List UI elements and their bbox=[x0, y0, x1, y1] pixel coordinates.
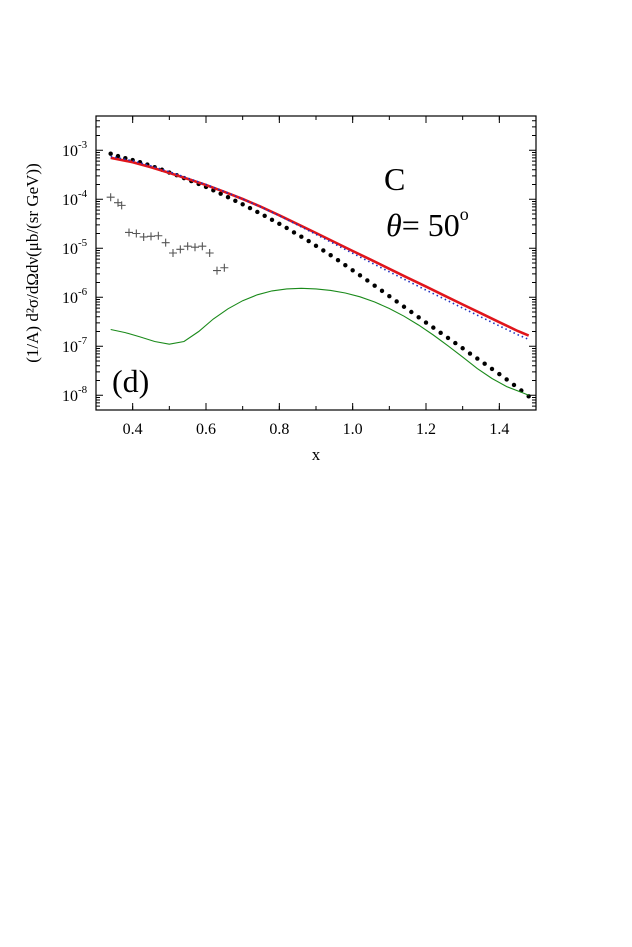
angle-value: = 50 bbox=[402, 207, 460, 243]
data-point-cross bbox=[147, 232, 155, 241]
data-point-cross bbox=[213, 266, 221, 275]
data-point-dot bbox=[269, 217, 275, 223]
x-tick-label: 0.8 bbox=[269, 421, 289, 438]
y-tick-exp: -4 bbox=[78, 188, 88, 200]
y-tick-exp: -6 bbox=[78, 286, 88, 298]
data-point-dot bbox=[409, 309, 414, 315]
panel-label: (d) bbox=[112, 363, 149, 399]
series-line-dotted bbox=[110, 155, 530, 341]
data-point-dot bbox=[460, 346, 465, 351]
y-tick-label: 10-8 bbox=[62, 384, 88, 405]
axis-ticks bbox=[95, 115, 537, 411]
target-label: C bbox=[384, 161, 405, 197]
y-tick-exp: -5 bbox=[78, 237, 88, 249]
data-point-dot bbox=[328, 253, 333, 258]
data-point-cross bbox=[220, 263, 229, 272]
data-point-dot bbox=[431, 325, 436, 330]
y-tick-exp: -7 bbox=[78, 335, 88, 347]
y-axis-title: (1/A) d²σ/dΩdν(μb/(sr GeV)) bbox=[23, 163, 42, 362]
data-point-dot bbox=[511, 382, 517, 388]
x-axis-title: x bbox=[312, 445, 321, 464]
data-point-dot bbox=[255, 209, 260, 215]
data-point-dot bbox=[240, 202, 245, 207]
data-point-cross bbox=[198, 242, 207, 251]
plot-frame bbox=[95, 115, 537, 411]
y-tick-base: 10 bbox=[62, 290, 78, 307]
x-tick-label: 1.4 bbox=[489, 421, 509, 438]
data-point-dot bbox=[291, 230, 297, 235]
data-point-dot bbox=[379, 288, 385, 294]
y-tick-exp: -3 bbox=[78, 139, 88, 151]
x-tick-label: 1.0 bbox=[343, 421, 363, 438]
data-point-dot bbox=[218, 191, 223, 196]
data-point-cross bbox=[132, 229, 141, 238]
y-tick-exp: -8 bbox=[78, 384, 88, 396]
y-tick-base: 10 bbox=[62, 192, 78, 209]
data-point-dot bbox=[115, 153, 121, 159]
data-point-cross bbox=[191, 243, 199, 252]
x-tick-label: 0.6 bbox=[196, 421, 216, 438]
data-point-dot bbox=[306, 238, 311, 244]
angle-degree: o bbox=[460, 204, 469, 224]
data-point-dot bbox=[467, 351, 473, 356]
data-point-dot bbox=[277, 221, 282, 227]
data-point-dot bbox=[489, 366, 495, 372]
y-tick-label: 10-4 bbox=[62, 188, 88, 209]
series-line-solid-thin bbox=[110, 287, 529, 396]
data-point-dot bbox=[438, 330, 443, 336]
x-tick-label: 1.2 bbox=[416, 421, 436, 438]
data-point-dot bbox=[350, 268, 355, 273]
y-tick-base: 10 bbox=[62, 241, 78, 258]
data-point-dot bbox=[372, 283, 377, 288]
data-point-cross bbox=[154, 231, 163, 240]
y-tick-label: 10-6 bbox=[62, 286, 88, 307]
data-point-cross bbox=[125, 228, 133, 237]
data-point-cross bbox=[139, 232, 148, 241]
data-point-dot bbox=[284, 225, 289, 231]
data-point-cross bbox=[169, 248, 177, 257]
angle-label: θ= 50o bbox=[386, 204, 469, 243]
data-point-dot bbox=[262, 213, 267, 218]
angle-symbol: θ bbox=[386, 207, 402, 243]
data-point-dot bbox=[387, 294, 392, 299]
tick-labels: 0.4 0.6 0.8 1.0 1.2 1.410-310-410-510-610-710… bbox=[62, 139, 509, 438]
y-tick-base: 10 bbox=[62, 339, 78, 356]
data-point-dot bbox=[453, 340, 458, 346]
data-point-cross bbox=[176, 245, 185, 254]
series-layer bbox=[106, 151, 531, 399]
data-point-dot bbox=[343, 263, 348, 268]
series-line-solid bbox=[110, 156, 530, 337]
data-point-dot bbox=[497, 371, 502, 377]
data-point-dot bbox=[299, 234, 304, 239]
y-tick-label: 10-7 bbox=[62, 335, 88, 356]
data-point-dot bbox=[108, 151, 113, 156]
data-point-dot bbox=[233, 198, 238, 203]
data-point-dot bbox=[313, 243, 319, 249]
data-point-dot bbox=[365, 278, 370, 283]
y-tick-base: 10 bbox=[62, 143, 78, 160]
data-point-dot bbox=[504, 377, 509, 382]
data-point-dot bbox=[423, 320, 429, 325]
data-point-dot bbox=[394, 299, 399, 304]
data-point-dot bbox=[335, 258, 341, 263]
x-tick-label: 0.4 bbox=[123, 421, 143, 438]
data-point-dot bbox=[482, 361, 487, 366]
y-tick-label: 10-5 bbox=[62, 237, 88, 258]
data-point-dot bbox=[445, 335, 451, 341]
data-point-cross bbox=[117, 201, 126, 210]
data-point-cross bbox=[183, 242, 192, 251]
y-tick-base: 10 bbox=[62, 388, 78, 405]
data-point-dot bbox=[225, 195, 231, 200]
data-point-dot bbox=[357, 273, 363, 278]
y-tick-label: 10-3 bbox=[62, 139, 88, 160]
data-point-dot bbox=[401, 304, 407, 309]
data-point-dot bbox=[416, 315, 421, 320]
data-point-cross bbox=[106, 193, 115, 202]
data-point-dot bbox=[475, 356, 480, 361]
data-point-dot bbox=[247, 205, 253, 211]
data-point-dot bbox=[321, 248, 326, 253]
data-point-cross bbox=[161, 238, 170, 247]
data-point-cross bbox=[205, 248, 214, 257]
